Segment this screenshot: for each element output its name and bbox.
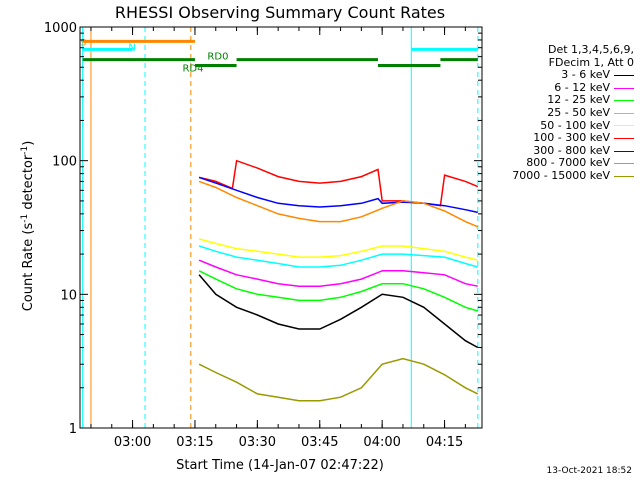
legend-item-swatch bbox=[614, 137, 634, 139]
legend-item: 800 - 7000 keV bbox=[512, 157, 634, 170]
series-line-1 bbox=[198, 259, 478, 287]
series-line-7 bbox=[198, 180, 479, 228]
y-tick-label: 100 bbox=[52, 155, 77, 170]
legend-item: 12 - 25 keV bbox=[512, 94, 634, 107]
legend-item: 6 - 12 keV bbox=[512, 80, 634, 95]
legend-item-swatch bbox=[614, 175, 634, 177]
night-bar-label: N bbox=[128, 42, 135, 53]
y-axis-label: Count Rate (s-1 detector-1) bbox=[20, 141, 36, 312]
chart-legend: Det 1,3,4,5,6,9, FDecim 1, Att 0 3 - 6 k… bbox=[512, 43, 634, 183]
series-line-4 bbox=[198, 238, 478, 261]
x-tick-label: 04:15 bbox=[426, 435, 463, 450]
footer-timestamp: 13-Oct-2021 18:52 bbox=[546, 466, 632, 476]
series-line-5 bbox=[198, 159, 479, 207]
legend-item-label: 25 - 50 keV bbox=[547, 105, 610, 119]
legend-item: 3 - 6 keV bbox=[512, 69, 634, 82]
legend-item: 25 - 50 keV bbox=[512, 105, 634, 120]
series-line-0 bbox=[198, 274, 479, 349]
legend-item: 300 - 800 keV bbox=[512, 143, 634, 158]
series-line-3 bbox=[198, 245, 479, 268]
legend-item-swatch bbox=[614, 87, 634, 89]
legend-header-line-1: Det 1,3,4,5,6,9, bbox=[547, 43, 634, 56]
legend-item-label: 50 - 100 keV bbox=[540, 118, 610, 132]
legend-item-label: 7000 - 15000 keV bbox=[512, 168, 610, 182]
legend-item: 100 - 300 keV bbox=[512, 132, 634, 145]
legend-item-label: 100 - 300 keV bbox=[533, 131, 610, 145]
legend-item-label: 800 - 7000 keV bbox=[526, 156, 610, 170]
series-line-6 bbox=[198, 176, 478, 214]
legend-item-label: 3 - 6 keV bbox=[561, 68, 610, 82]
x-tick-label: 03:45 bbox=[301, 435, 338, 450]
saa-bar-label-1: RD0 bbox=[207, 52, 228, 63]
x-tick-label: 03:30 bbox=[239, 435, 276, 450]
legend-header-line-2: FDecim 1, Att 0 bbox=[548, 55, 634, 69]
legend-item-swatch bbox=[614, 125, 634, 127]
chart-title: RHESSI Observing Summary Count Rates bbox=[115, 3, 445, 22]
legend-item: 50 - 100 keV bbox=[512, 118, 634, 133]
legend-item-swatch bbox=[614, 74, 634, 76]
y-tick-label: 10 bbox=[60, 288, 77, 303]
x-tick-label: 03:00 bbox=[114, 435, 151, 450]
legend-item-label: 6 - 12 keV bbox=[554, 80, 610, 94]
legend-item-swatch bbox=[614, 150, 634, 152]
legend-item-swatch bbox=[614, 100, 634, 102]
legend-item: 7000 - 15000 keV bbox=[512, 168, 634, 183]
attenuator-label: S bbox=[81, 38, 87, 48]
plot-frame bbox=[79, 26, 483, 429]
legend-item-label: 12 - 25 keV bbox=[547, 93, 610, 107]
y-tick-label: 1000 bbox=[44, 21, 77, 36]
y-tick-label: 1 bbox=[69, 422, 77, 437]
legend-item-swatch bbox=[614, 112, 634, 114]
series-line-2 bbox=[198, 270, 479, 312]
x-tick-label: 04:00 bbox=[363, 435, 400, 450]
x-tick-label: 03:15 bbox=[176, 435, 213, 450]
x-axis-label: Start Time (14-Jan-07 02:47:22) bbox=[176, 458, 384, 473]
legend-item-label: 300 - 800 keV bbox=[533, 143, 610, 157]
series-line-8 bbox=[198, 357, 479, 402]
legend-item-swatch bbox=[614, 163, 634, 165]
saa-bar-label-0: RD4 bbox=[182, 63, 203, 74]
